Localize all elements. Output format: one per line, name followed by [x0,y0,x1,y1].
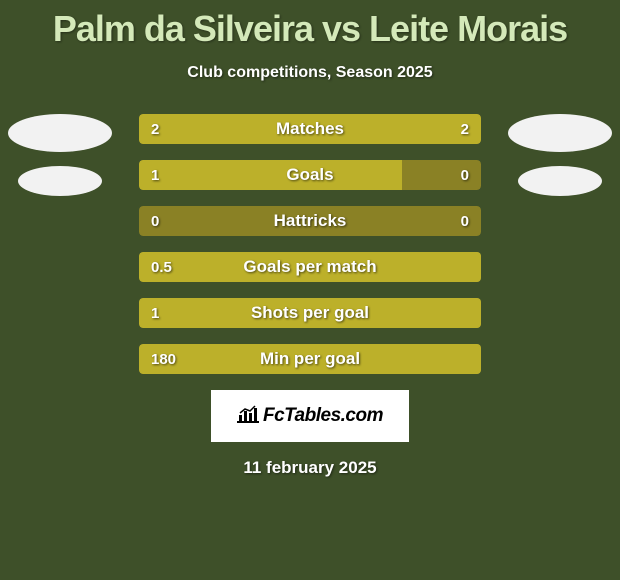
stat-value-right: 0 [461,206,469,236]
stat-label: Min per goal [139,344,481,374]
stat-value-right: 0 [461,160,469,190]
stat-value-left: 0.5 [151,252,172,282]
logo-text: FcTables.com [263,405,383,427]
stat-value-left: 180 [151,344,176,374]
avatar-head-icon [508,114,612,152]
stat-label: Hattricks [139,206,481,236]
player-right-avatar [508,114,612,196]
comparison-content: Matches22Goals10Hattricks00Goals per mat… [0,114,620,374]
stat-value-left: 1 [151,298,159,328]
page-title: Palm da Silveira vs Leite Morais [0,0,620,50]
player-left-avatar [8,114,112,196]
stat-row: Goals1 0 [139,160,481,190]
avatar-body-icon [18,166,102,196]
date-label: 11 february 2025 [0,458,620,478]
stat-value-right: 2 [461,114,469,144]
stat-row: Hattricks0 0 [139,206,481,236]
stat-label: Goals [139,160,481,190]
stat-value-left: 0 [151,206,159,236]
stat-bars: Matches22Goals10Hattricks00Goals per mat… [139,114,481,374]
stat-row: Min per goal180 [139,344,481,374]
stat-value-left: 1 [151,160,159,190]
stat-label: Goals per match [139,252,481,282]
chart-icon [237,405,259,428]
stat-label: Shots per goal [139,298,481,328]
stat-row: Matches2 2 [139,114,481,144]
subtitle: Club competitions, Season 2025 [0,64,620,82]
logo-box: FcTables.com [211,390,409,442]
avatar-head-icon [8,114,112,152]
avatar-body-icon [518,166,602,196]
stat-row: Goals per match0.5 [139,252,481,282]
stat-value-left: 2 [151,114,159,144]
stat-row: Shots per goal1 [139,298,481,328]
stat-label: Matches [139,114,481,144]
